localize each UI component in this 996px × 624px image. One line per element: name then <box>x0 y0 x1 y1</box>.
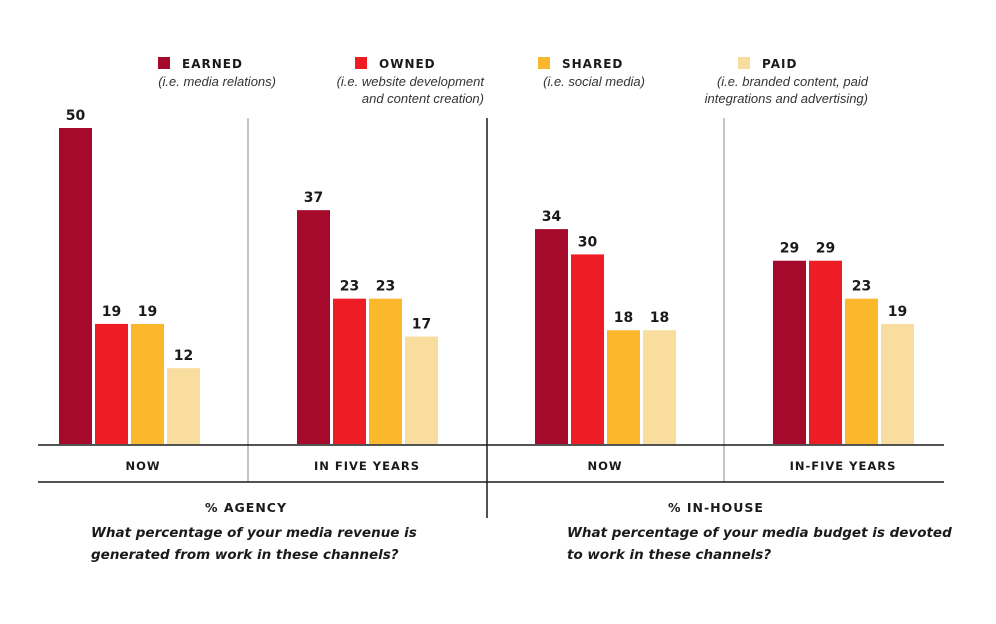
bar-4-earned <box>773 260 806 444</box>
data-label-2-paid: 17 <box>412 317 431 333</box>
section-title-agency: % AGENCY <box>205 500 287 515</box>
legend-note-owned: and content creation) <box>362 91 484 106</box>
data-label-3-shared: 18 <box>614 310 633 326</box>
legend-note-paid: (i.e. branded content, paid <box>717 74 869 89</box>
section-question-inhouse: to work in these channels? <box>567 547 771 563</box>
legend-note-paid: integrations and advertising) <box>705 91 868 106</box>
bar-4-shared <box>845 298 878 444</box>
section-question-inhouse: What percentage of your media budget is … <box>567 525 952 541</box>
group-label-2: IN FIVE YEARS <box>314 459 420 473</box>
data-label-3-earned: 34 <box>542 209 562 225</box>
legend-note-shared: (i.e. social media) <box>543 74 645 89</box>
group-label-3: NOW <box>587 459 622 473</box>
section-question-agency: What percentage of your media revenue is <box>91 525 417 541</box>
data-label-4-shared: 23 <box>852 279 871 295</box>
bar-1-shared <box>131 323 164 444</box>
section-title-inhouse: % IN-HOUSE <box>668 500 764 515</box>
data-label-4-earned: 29 <box>780 241 799 257</box>
data-label-1-paid: 12 <box>174 348 193 364</box>
data-label-2-shared: 23 <box>376 279 395 295</box>
bar-4-owned <box>809 260 842 444</box>
legend-label-paid: PAID <box>762 57 797 71</box>
legend-note-owned: (i.e. website development <box>337 74 486 89</box>
bar-3-owned <box>571 254 604 444</box>
section-question-agency: generated from work in these channels? <box>91 547 399 563</box>
legend-label-earned: EARNED <box>182 57 243 71</box>
legend-swatch-paid <box>738 57 750 69</box>
bar-4-paid <box>881 323 914 444</box>
bar-2-shared <box>369 298 402 444</box>
legend-swatch-shared <box>538 57 550 69</box>
bar-3-shared <box>607 330 640 444</box>
data-label-2-earned: 37 <box>304 190 323 206</box>
legend-note-earned: (i.e. media relations) <box>158 74 276 89</box>
bar-1-owned <box>95 323 128 444</box>
data-label-4-paid: 19 <box>888 304 907 320</box>
bar-3-earned <box>535 229 568 444</box>
group-label-1: NOW <box>125 459 160 473</box>
bar-1-earned <box>59 128 92 444</box>
bar-2-earned <box>297 210 330 444</box>
legend-swatch-owned <box>355 57 367 69</box>
data-label-1-owned: 19 <box>102 304 121 320</box>
data-label-4-owned: 29 <box>816 241 835 257</box>
data-label-3-owned: 30 <box>578 234 598 250</box>
bar-2-owned <box>333 298 366 444</box>
data-label-1-shared: 19 <box>138 304 157 320</box>
data-label-3-paid: 18 <box>650 310 669 326</box>
bar-2-paid <box>405 336 438 444</box>
data-label-1-earned: 50 <box>66 108 86 124</box>
legend-label-owned: OWNED <box>379 57 436 71</box>
bar-3-paid <box>643 330 676 444</box>
legend-label-shared: SHARED <box>562 57 623 71</box>
group-label-4: IN-FIVE YEARS <box>790 459 897 473</box>
bar-1-paid <box>167 368 200 444</box>
legend-swatch-earned <box>158 57 170 69</box>
data-label-2-owned: 23 <box>340 279 359 295</box>
